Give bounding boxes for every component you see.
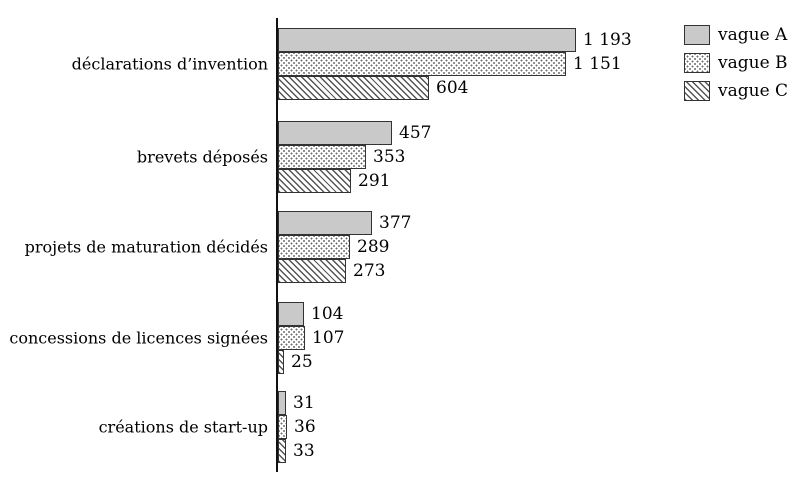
bar-value-label: 1 193 — [583, 30, 632, 50]
bar-value-label: 104 — [311, 304, 344, 324]
bar-value-label: 107 — [312, 328, 345, 348]
category-label: brevets déposés — [136, 147, 268, 167]
bar-value-label: 1 151 — [573, 54, 622, 74]
bar-value-label: 457 — [399, 123, 432, 143]
y-axis-line — [276, 18, 278, 472]
bar-vague-a — [278, 121, 392, 145]
bar-value-label: 353 — [373, 147, 406, 167]
bar-vague-a — [278, 211, 372, 235]
bar-value-label: 31 — [293, 393, 315, 413]
bar-vague-a — [278, 302, 304, 326]
bar-value-label: 36 — [294, 417, 316, 437]
legend-swatch-solid-gray-icon — [684, 25, 710, 45]
bar-value-label: 289 — [357, 237, 390, 257]
bar-vague-b — [278, 52, 566, 76]
legend-label: vague A — [718, 25, 788, 45]
category-label: déclarations d’invention — [71, 54, 268, 74]
bar-value-label: 604 — [436, 78, 469, 98]
legend-item: vague C — [684, 81, 788, 101]
bar-vague-b — [278, 235, 350, 259]
bar-value-label: 273 — [353, 261, 386, 281]
bar-vague-b — [278, 326, 305, 350]
bar-value-label: 33 — [293, 441, 315, 461]
legend-swatch-dotted-icon — [684, 53, 710, 73]
category-label: créations de start-up — [98, 417, 268, 437]
bar-vague-a — [278, 391, 286, 415]
category-label: concessions de licences signées — [9, 328, 268, 348]
bar-vague-b — [278, 415, 287, 439]
bar-value-label: 291 — [358, 171, 391, 191]
bar-vague-c — [278, 169, 351, 193]
bar-value-label: 25 — [291, 352, 313, 372]
legend-label: vague B — [718, 53, 788, 73]
bar-vague-a — [278, 28, 576, 52]
bar-vague-b — [278, 145, 366, 169]
legend-swatch-hatched-icon — [684, 81, 710, 101]
legend-label: vague C — [718, 81, 789, 101]
bar-vague-c — [278, 76, 429, 100]
bar-vague-c — [278, 259, 346, 283]
category-label: projets de maturation décidés — [24, 237, 268, 257]
legend-item: vague A — [684, 25, 787, 45]
legend-item: vague B — [684, 53, 788, 73]
bar-value-label: 377 — [379, 213, 412, 233]
bar-vague-c — [278, 350, 284, 374]
bar-vague-c — [278, 439, 286, 463]
